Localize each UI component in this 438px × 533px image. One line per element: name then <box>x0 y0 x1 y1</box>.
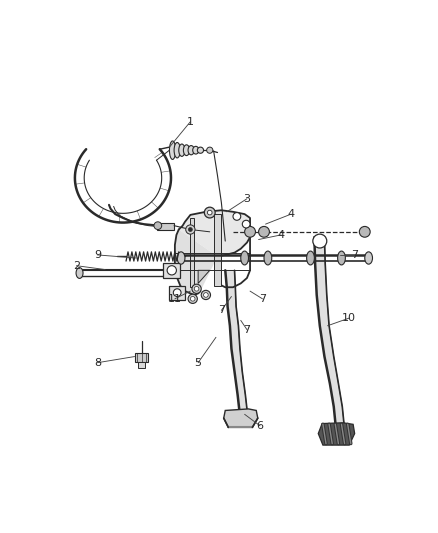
Ellipse shape <box>307 251 314 265</box>
Text: 10: 10 <box>342 313 356 323</box>
Polygon shape <box>175 230 218 295</box>
Ellipse shape <box>184 145 190 156</box>
Ellipse shape <box>174 142 180 158</box>
Bar <box>163 263 180 278</box>
Circle shape <box>191 296 195 301</box>
Ellipse shape <box>193 147 199 154</box>
Ellipse shape <box>338 251 346 265</box>
Circle shape <box>192 284 201 294</box>
Polygon shape <box>179 210 250 256</box>
Text: 11: 11 <box>168 294 182 304</box>
Text: 4: 4 <box>278 230 285 240</box>
Circle shape <box>208 210 212 215</box>
Polygon shape <box>224 409 258 427</box>
Circle shape <box>359 227 370 237</box>
Ellipse shape <box>177 252 185 264</box>
Polygon shape <box>314 237 346 435</box>
Circle shape <box>188 228 192 231</box>
Bar <box>138 362 145 368</box>
Ellipse shape <box>198 147 204 154</box>
Circle shape <box>313 234 327 248</box>
Ellipse shape <box>188 146 194 155</box>
Text: 5: 5 <box>194 358 201 368</box>
Ellipse shape <box>179 144 185 156</box>
Text: 9: 9 <box>94 250 101 260</box>
Circle shape <box>233 213 241 220</box>
Circle shape <box>188 294 198 303</box>
Circle shape <box>154 222 162 230</box>
Text: 8: 8 <box>94 358 101 368</box>
Circle shape <box>242 220 250 228</box>
Circle shape <box>186 225 195 234</box>
Polygon shape <box>198 270 210 284</box>
Bar <box>135 353 148 362</box>
Circle shape <box>245 227 255 237</box>
Circle shape <box>194 287 199 291</box>
Ellipse shape <box>76 268 83 278</box>
Bar <box>170 286 185 300</box>
Circle shape <box>258 227 269 237</box>
Text: 6: 6 <box>257 421 264 431</box>
Text: 1: 1 <box>187 117 194 127</box>
Circle shape <box>173 289 181 296</box>
Polygon shape <box>225 270 248 418</box>
Polygon shape <box>318 423 355 445</box>
Ellipse shape <box>170 141 176 159</box>
Circle shape <box>207 147 213 154</box>
Text: 7: 7 <box>218 305 225 316</box>
Circle shape <box>204 207 215 218</box>
Circle shape <box>204 293 208 297</box>
Polygon shape <box>214 214 221 286</box>
Circle shape <box>167 265 177 275</box>
Polygon shape <box>191 218 194 287</box>
Circle shape <box>201 290 211 300</box>
Bar <box>157 223 174 230</box>
Ellipse shape <box>264 251 272 265</box>
Text: 7: 7 <box>351 250 358 260</box>
Text: 3: 3 <box>244 193 251 204</box>
Text: 2: 2 <box>73 261 80 271</box>
Ellipse shape <box>365 252 372 264</box>
Ellipse shape <box>241 251 248 265</box>
Text: 7: 7 <box>244 325 251 335</box>
Text: 4: 4 <box>288 209 295 219</box>
Text: 7: 7 <box>259 294 266 304</box>
